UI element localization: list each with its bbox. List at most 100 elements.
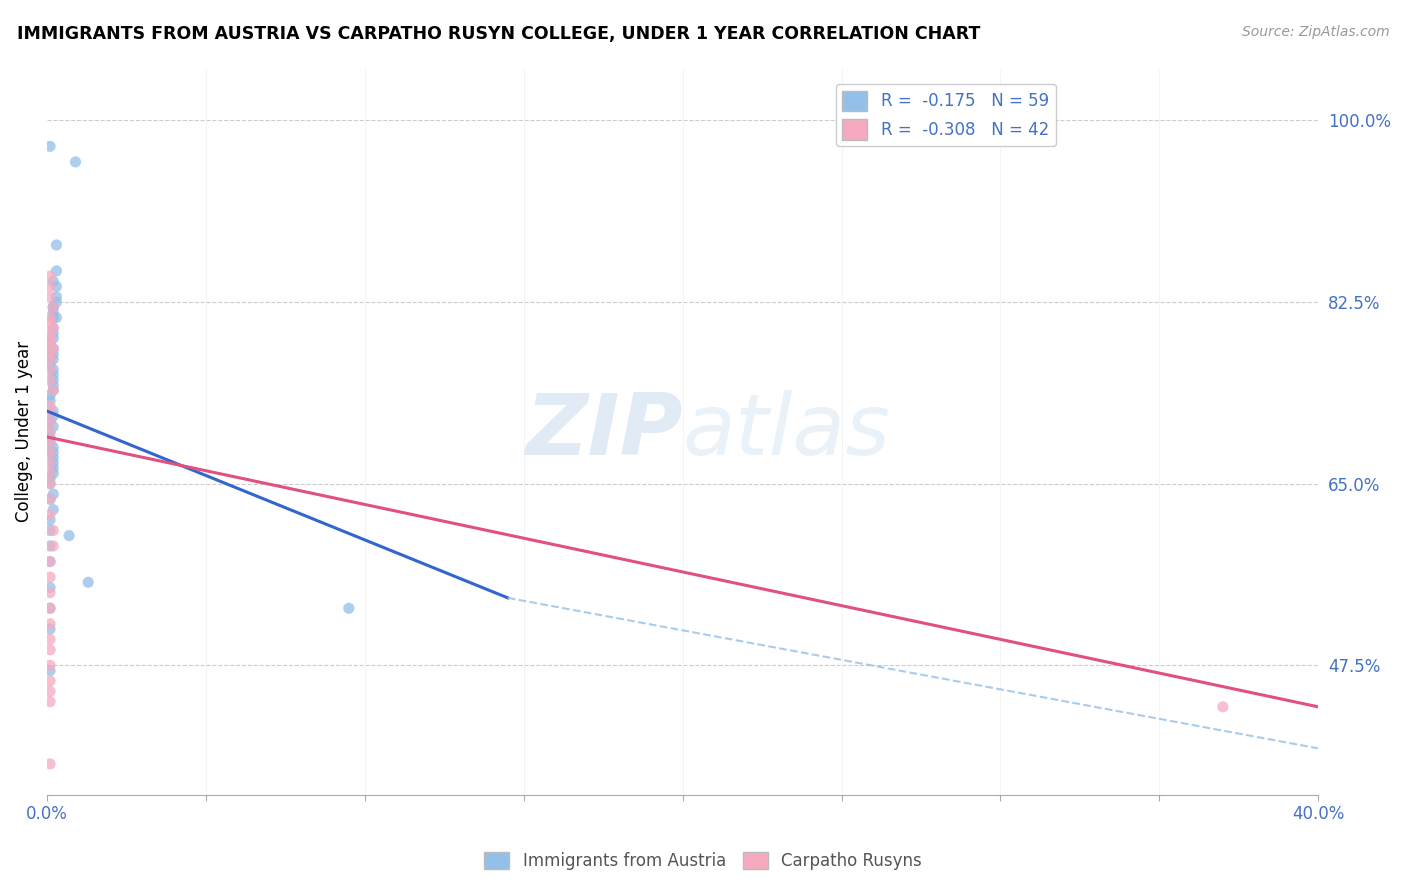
Point <box>39 476 62 491</box>
Point <box>39 430 62 444</box>
Point <box>39 388 62 402</box>
Point <box>39 347 62 361</box>
Point <box>42 539 65 553</box>
Point <box>42 524 65 538</box>
Point <box>39 393 62 408</box>
Point <box>42 326 65 341</box>
Point <box>42 445 65 459</box>
Point <box>337 601 360 615</box>
Point <box>42 352 65 367</box>
Point <box>39 279 62 293</box>
Text: atlas: atlas <box>682 391 890 474</box>
Point <box>39 492 62 507</box>
Point <box>39 581 62 595</box>
Point <box>42 384 65 398</box>
Point <box>39 756 62 771</box>
Point <box>58 528 80 542</box>
Point <box>42 310 65 325</box>
Point <box>39 601 62 615</box>
Point <box>42 456 65 470</box>
Point <box>39 347 62 361</box>
Point <box>42 487 65 501</box>
Legend: Immigrants from Austria, Carpatho Rusyns: Immigrants from Austria, Carpatho Rusyns <box>478 845 928 877</box>
Point <box>39 425 62 439</box>
Legend: R =  -0.175   N = 59, R =  -0.308   N = 42: R = -0.175 N = 59, R = -0.308 N = 42 <box>835 84 1056 146</box>
Point <box>42 274 65 288</box>
Point <box>42 419 65 434</box>
Point <box>39 508 62 522</box>
Point <box>45 290 67 304</box>
Point <box>39 642 62 657</box>
Text: IMMIGRANTS FROM AUSTRIA VS CARPATHO RUSYN COLLEGE, UNDER 1 YEAR CORRELATION CHAR: IMMIGRANTS FROM AUSTRIA VS CARPATHO RUSY… <box>17 25 980 43</box>
Point <box>42 502 65 516</box>
Point <box>39 467 62 481</box>
Point <box>39 445 62 459</box>
Point <box>39 622 62 636</box>
Point <box>39 673 62 688</box>
Point <box>42 342 65 356</box>
Point <box>39 336 62 351</box>
Point <box>1212 699 1234 714</box>
Point <box>39 435 62 450</box>
Point <box>39 326 62 341</box>
Point <box>42 331 65 345</box>
Point <box>42 321 65 335</box>
Point <box>39 471 62 485</box>
Point <box>45 264 67 278</box>
Point <box>39 399 62 413</box>
Point <box>39 555 62 569</box>
Point <box>45 295 67 310</box>
Point <box>42 441 65 455</box>
Point <box>39 269 62 284</box>
Point <box>39 695 62 709</box>
Point <box>42 305 65 319</box>
Point <box>39 664 62 678</box>
Point <box>39 362 62 376</box>
Point <box>39 476 62 491</box>
Point <box>42 362 65 376</box>
Point <box>39 632 62 647</box>
Point <box>39 684 62 698</box>
Point <box>39 513 62 527</box>
Point <box>39 524 62 538</box>
Point <box>42 404 65 418</box>
Point <box>39 585 62 599</box>
Point <box>39 290 62 304</box>
Text: Source: ZipAtlas.com: Source: ZipAtlas.com <box>1241 25 1389 39</box>
Point <box>39 658 62 673</box>
Point <box>45 279 67 293</box>
Point <box>42 467 65 481</box>
Point <box>42 368 65 382</box>
Point <box>42 347 65 361</box>
Point <box>39 425 62 439</box>
Point <box>39 336 62 351</box>
Point <box>42 300 65 314</box>
Point <box>39 435 62 450</box>
Point <box>42 384 65 398</box>
Point <box>45 310 67 325</box>
Point <box>39 316 62 330</box>
Point <box>42 300 65 314</box>
Point <box>39 373 62 387</box>
Point <box>42 373 65 387</box>
Point <box>39 357 62 371</box>
Point <box>39 414 62 428</box>
Point <box>65 155 87 169</box>
Point <box>39 601 62 615</box>
Point <box>42 450 65 465</box>
Point <box>77 575 100 590</box>
Point <box>39 555 62 569</box>
Point <box>39 139 62 153</box>
Point <box>39 310 62 325</box>
Point <box>39 456 62 470</box>
Point <box>39 331 62 345</box>
Point <box>42 300 65 314</box>
Text: ZIP: ZIP <box>524 391 682 474</box>
Point <box>39 570 62 584</box>
Point <box>39 539 62 553</box>
Point <box>39 492 62 507</box>
Point <box>39 352 62 367</box>
Point <box>39 414 62 428</box>
Point <box>39 404 62 418</box>
Point <box>45 238 67 252</box>
